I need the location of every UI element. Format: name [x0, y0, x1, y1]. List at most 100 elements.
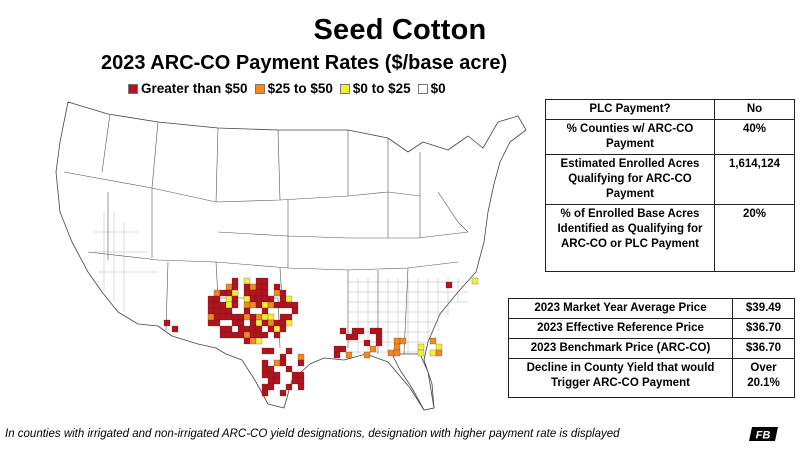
county-cell	[279, 353, 287, 361]
table-cell-value: 40%	[714, 119, 795, 155]
arc-plc-summary-table: PLC Payment? No % Counties w/ ARC-CO Paym…	[545, 99, 795, 272]
county-cell	[351, 327, 359, 335]
county-cell	[267, 313, 275, 321]
county-cell	[393, 343, 401, 351]
county-cell	[255, 301, 263, 309]
table-row: % Counties w/ ARC-CO Payment 40%	[545, 119, 795, 155]
county-cell	[231, 277, 239, 285]
table-row: Decline in County Yield that would Trigg…	[508, 358, 795, 398]
county-cell	[231, 289, 239, 297]
county-cell	[375, 333, 383, 341]
county-cell	[471, 277, 479, 285]
county-cell	[267, 383, 275, 391]
county-cell	[339, 345, 347, 353]
county-cell	[261, 319, 269, 327]
county-cell	[243, 301, 251, 309]
legend-item-0-to-25: $0 to $25	[339, 81, 411, 96]
county-cell	[207, 313, 215, 321]
table-row: 2023 Market Year Average Price $39.49	[508, 298, 795, 319]
county-cell	[225, 307, 233, 315]
county-cell	[429, 337, 437, 345]
county-cell	[261, 307, 269, 315]
county-cell	[435, 349, 443, 357]
county-cell	[225, 325, 233, 333]
county-cell	[249, 337, 257, 345]
county-cell	[267, 319, 275, 327]
county-cell	[333, 345, 341, 353]
farm-bureau-logo: FB	[749, 427, 778, 442]
county-cell	[285, 301, 293, 309]
county-cell	[261, 295, 269, 303]
county-grid-southeast	[94, 212, 468, 354]
county-cell	[399, 337, 407, 345]
county-cell	[297, 383, 305, 391]
county-cell	[249, 325, 257, 333]
county-cell	[261, 277, 269, 285]
county-cell	[333, 351, 341, 359]
county-cell	[231, 331, 239, 339]
map-legend: Greater than $50 $25 to $50 $0 to $25 $0	[128, 81, 453, 96]
county-cell	[291, 371, 299, 379]
county-cell	[207, 319, 215, 327]
county-cell	[219, 289, 227, 297]
legend-label: $0 to $25	[352, 81, 411, 96]
county-cell	[345, 351, 353, 359]
county-cell	[255, 331, 263, 339]
table-cell-value: $36.70	[732, 338, 795, 359]
table-cell-value: Over 20.1%	[732, 358, 795, 398]
legend-item-0: $0	[417, 81, 446, 96]
county-cell	[267, 325, 275, 333]
county-cell	[237, 319, 245, 327]
county-cell	[273, 359, 281, 367]
county-cell	[207, 295, 215, 303]
county-cell	[261, 313, 269, 321]
county-cell	[225, 295, 233, 303]
county-cell	[267, 301, 275, 309]
county-cell	[445, 281, 453, 289]
county-cell	[285, 347, 293, 355]
table-cell-label: 2023 Benchmark Price (ARC-CO)	[508, 338, 733, 359]
county-cell	[225, 289, 233, 297]
county-cell	[363, 339, 371, 347]
county-cell	[243, 289, 251, 297]
county-cell	[231, 319, 239, 327]
page-title: Seed Cotton	[313, 14, 487, 46]
table-cell-label: 2023 Market Year Average Price	[508, 298, 733, 319]
county-cell	[273, 289, 281, 297]
county-cell	[273, 371, 281, 379]
county-cell	[339, 327, 347, 335]
legend-swatch-orange	[254, 83, 265, 94]
county-cell	[297, 371, 305, 379]
county-cell	[249, 283, 257, 291]
county-cell	[261, 347, 269, 355]
county-cell	[213, 295, 221, 303]
county-cell	[267, 347, 275, 355]
county-cell	[243, 313, 251, 321]
county-cell	[243, 307, 251, 315]
county-cell	[279, 301, 287, 309]
county-cell	[255, 337, 263, 345]
county-cell	[261, 365, 269, 373]
county-cell	[291, 377, 299, 385]
county-cell	[231, 301, 239, 309]
county-cell	[243, 337, 251, 345]
county-cell	[213, 319, 221, 327]
county-cell	[279, 313, 287, 321]
us-county-map	[55, 101, 527, 411]
table-cell-label: % Counties w/ ARC-CO Payment	[545, 119, 715, 155]
county-cell	[417, 349, 425, 357]
county-cell	[243, 331, 251, 339]
county-cell	[345, 333, 353, 341]
county-cell	[369, 345, 377, 353]
county-cell	[249, 289, 257, 297]
county-cell	[393, 337, 401, 345]
county-cell	[279, 359, 287, 367]
county-cell	[237, 313, 245, 321]
county-cell	[387, 349, 395, 357]
county-cell	[267, 365, 275, 373]
table-cell-label: Estimated Enrolled Acres Qualifying for …	[545, 154, 715, 205]
county-cell	[279, 289, 287, 297]
county-cell	[207, 301, 215, 309]
county-cell	[417, 343, 425, 351]
county-cell	[213, 289, 221, 297]
